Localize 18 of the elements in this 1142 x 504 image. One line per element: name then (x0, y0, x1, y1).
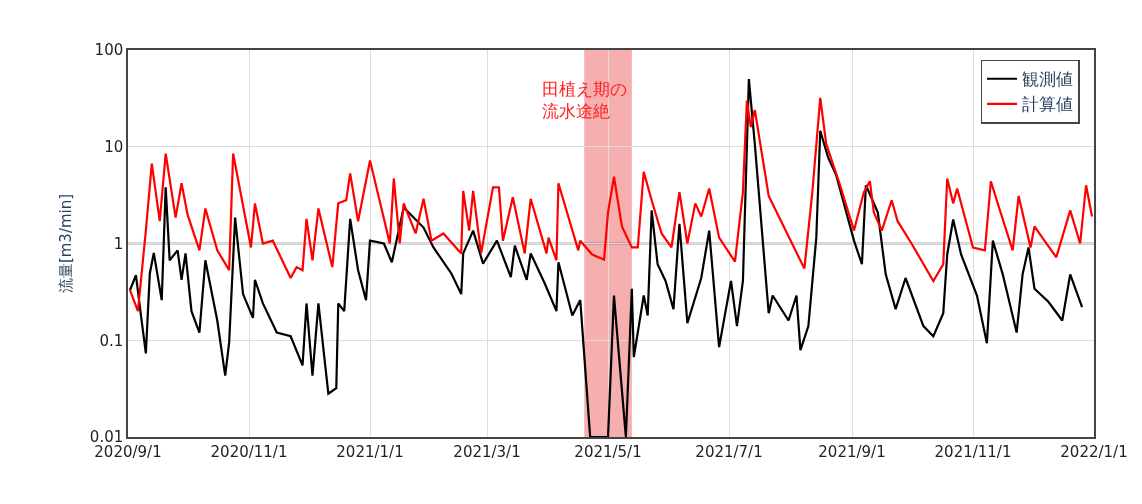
band-label: 田植え期の流水途絶 (542, 79, 627, 122)
legend-label: 計算値 (1022, 94, 1074, 115)
y-tick-label: 10 (104, 138, 124, 156)
x-tick-label: 2021/1/1 (336, 442, 404, 461)
legend-label: 観測値 (1022, 69, 1074, 90)
x-tick-label: 2021/9/1 (818, 442, 886, 461)
y-tick-label: 100 (94, 41, 124, 60)
y-tick-label: 0.1 (99, 331, 124, 350)
x-tick-label: 2022/1/1 (1060, 442, 1128, 461)
x-tick-label: 2021/11/1 (934, 442, 1012, 461)
x-tick-label: 2021/3/1 (453, 442, 521, 461)
x-tick-label: 2021/7/1 (695, 442, 763, 461)
x-tick-label: 2020/9/1 (94, 442, 162, 461)
x-tick-label: 2021/5/1 (574, 442, 642, 461)
x-tick-label: 2020/11/1 (210, 442, 288, 461)
line-series (128, 96, 1094, 313)
y-tick-label: 1 (113, 234, 124, 253)
y-axis-title: 流量[m3/min] (56, 193, 75, 294)
